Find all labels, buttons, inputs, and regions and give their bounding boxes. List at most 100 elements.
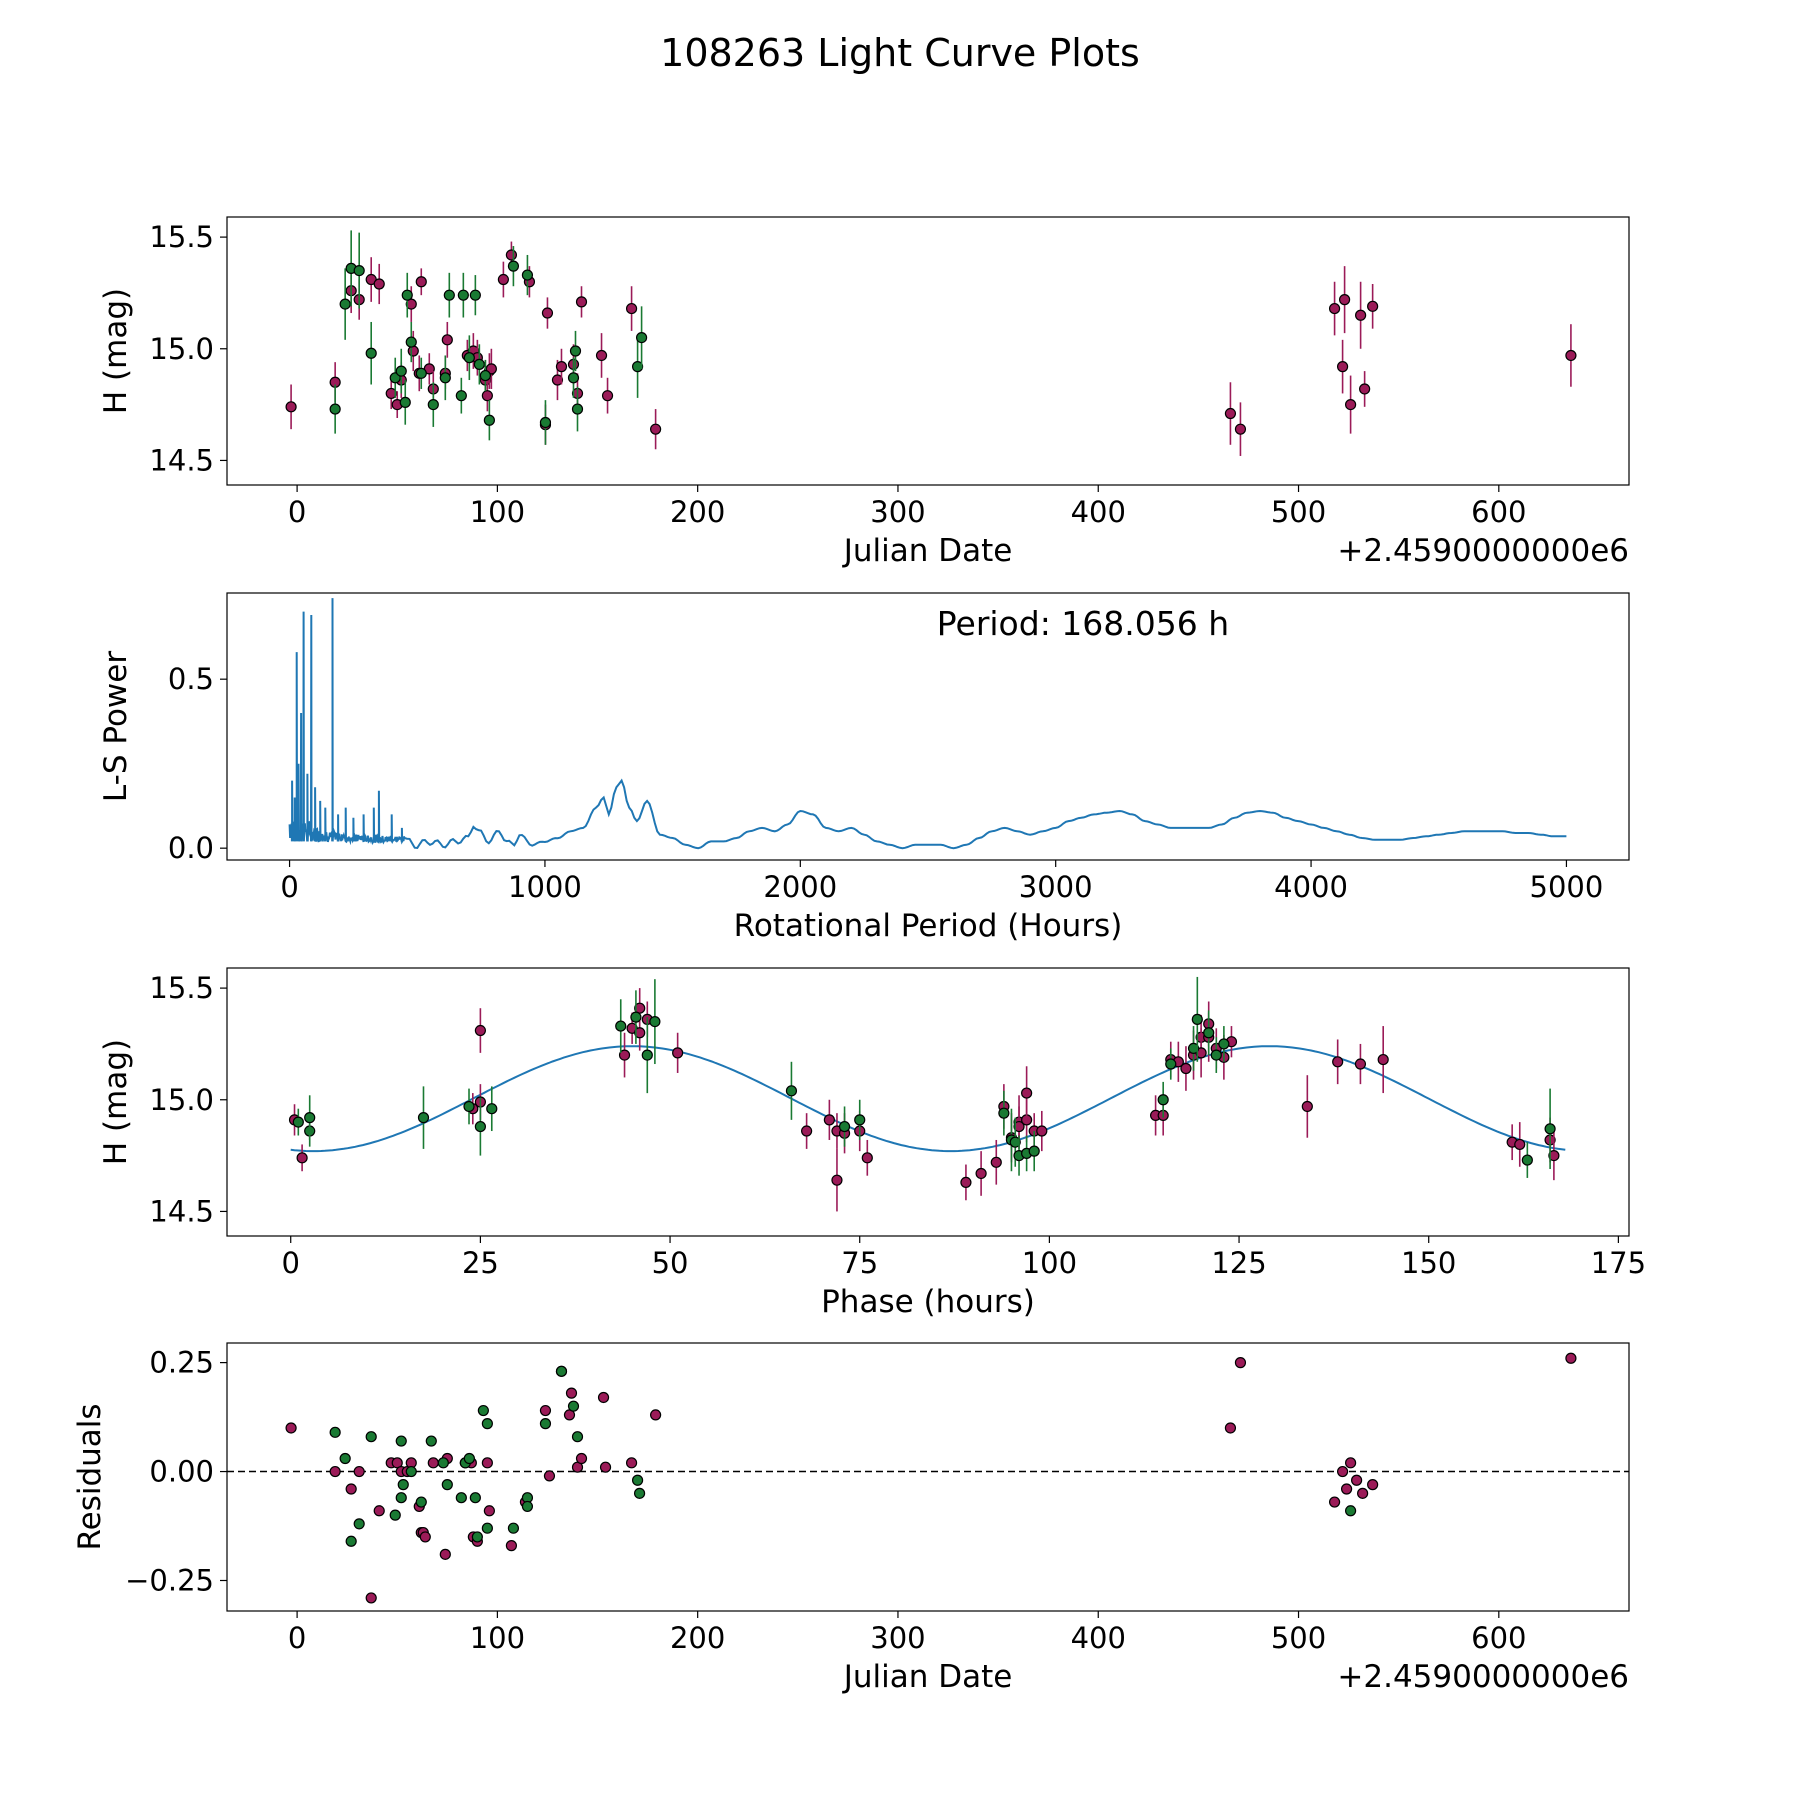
- data-point: [1013, 1120, 1025, 1133]
- periodogram-panel: 0 1000 2000 3000 4000 5000 0.0 0.5 Rotational Pe…: [98, 592, 1630, 944]
- data-point: [975, 1167, 987, 1180]
- data-point: [427, 1457, 439, 1469]
- data-point: [345, 1483, 357, 1495]
- data-point: [998, 1107, 1010, 1119]
- data-point: [296, 1152, 308, 1164]
- data-point: [1328, 1496, 1341, 1508]
- data-point: [497, 273, 509, 286]
- data-point: [1367, 1479, 1379, 1491]
- data-point: [481, 1418, 493, 1430]
- data-point: [1565, 349, 1577, 362]
- data-point: [1338, 294, 1351, 306]
- data-point: [405, 336, 417, 348]
- x-tick-label: 0: [280, 870, 298, 904]
- data-point: [1234, 423, 1247, 435]
- data-point: [483, 1505, 495, 1517]
- x-tick-label: 600: [1471, 1621, 1526, 1655]
- data-point: [575, 296, 588, 308]
- data-point: [1345, 399, 1357, 411]
- x-tick-label: 0: [288, 1621, 306, 1655]
- data-point: [339, 298, 351, 310]
- data-point: [353, 265, 365, 277]
- data-point: [631, 1474, 644, 1486]
- y-tick-label: 15.5: [149, 971, 214, 1005]
- data-point: [1355, 309, 1367, 321]
- data-point: [1521, 1154, 1533, 1166]
- data-point: [1336, 361, 1349, 373]
- x-tick-label: 100: [470, 495, 525, 529]
- data-point: [385, 387, 397, 400]
- data-point: [1301, 1100, 1313, 1113]
- data-point: [1345, 1457, 1357, 1469]
- data-point: [1377, 1053, 1389, 1066]
- data-point: [539, 1418, 552, 1430]
- data-point: [649, 1015, 661, 1028]
- data-point: [539, 416, 552, 429]
- model-curve: [290, 1045, 1566, 1153]
- data-point: [601, 390, 614, 402]
- data-point: [1203, 1027, 1215, 1039]
- data-point: [1234, 1357, 1247, 1369]
- x-tick-label: 400: [1071, 1621, 1126, 1655]
- data-point: [505, 1540, 518, 1552]
- y-tick-label: 0.00: [149, 1455, 214, 1489]
- data-point: [1345, 1505, 1357, 1517]
- data-point: [353, 1465, 365, 1478]
- series-g: [329, 1365, 1357, 1547]
- data-point: [521, 269, 534, 281]
- y-tick-label: 15.5: [149, 220, 214, 254]
- data-point: [353, 1518, 365, 1530]
- data-point: [439, 1548, 451, 1560]
- data-point: [481, 1457, 493, 1469]
- data-point: [483, 414, 495, 426]
- data-point: [417, 1112, 430, 1124]
- x-tick-label: 3000: [1019, 870, 1093, 904]
- data-point: [405, 298, 417, 310]
- data-point: [541, 307, 554, 319]
- data-point: [477, 1404, 489, 1417]
- x-tick-label: 300: [870, 495, 925, 529]
- data-point: [339, 1452, 351, 1465]
- periodogram-line: [288, 598, 1567, 850]
- data-point: [1191, 1013, 1203, 1025]
- data-point: [1157, 1094, 1169, 1106]
- data-point: [672, 1047, 684, 1059]
- x-tick-label: 175: [1591, 1246, 1646, 1280]
- data-point: [595, 349, 608, 362]
- data-point: [443, 289, 455, 301]
- data-point: [615, 1020, 627, 1032]
- data-point: [329, 1426, 341, 1438]
- y-tick-label: 14.5: [149, 1194, 214, 1228]
- x-tick-label: 2000: [763, 870, 837, 904]
- data-point: [1336, 1465, 1349, 1478]
- data-point: [415, 367, 427, 379]
- y-axis-label: Residuals: [72, 1403, 108, 1550]
- data-point: [463, 1452, 475, 1465]
- plot-frame: [226, 967, 1630, 1237]
- data-point: [479, 369, 491, 382]
- data-point: [455, 390, 467, 402]
- data-point: [521, 1500, 534, 1513]
- data-point: [571, 403, 584, 415]
- data-point: [960, 1176, 972, 1189]
- data-point: [395, 1492, 407, 1504]
- data-point: [463, 352, 475, 364]
- y-axis-label: H (mag): [98, 1039, 134, 1165]
- data-point: [373, 278, 385, 290]
- data-point: [415, 276, 427, 288]
- data-point: [471, 1531, 483, 1543]
- residuals-panel: 0 100 200 300 400 500 600 −0.25 0.00 0.25 Julian D…: [72, 1342, 1630, 1695]
- data-point: [539, 1404, 552, 1417]
- data-point: [801, 1125, 813, 1137]
- data-point: [575, 1452, 588, 1465]
- data-point: [1357, 1487, 1369, 1499]
- data-point: [1332, 1056, 1344, 1068]
- period-annotation: Period: 168.056 h: [937, 604, 1229, 643]
- data-point: [618, 1049, 631, 1061]
- data-point: [625, 302, 638, 315]
- data-point: [1036, 1125, 1048, 1137]
- data-point: [473, 358, 485, 370]
- x-tick-label: 75: [841, 1246, 878, 1280]
- x-axis-label: Rotational Period (Hours): [734, 908, 1123, 944]
